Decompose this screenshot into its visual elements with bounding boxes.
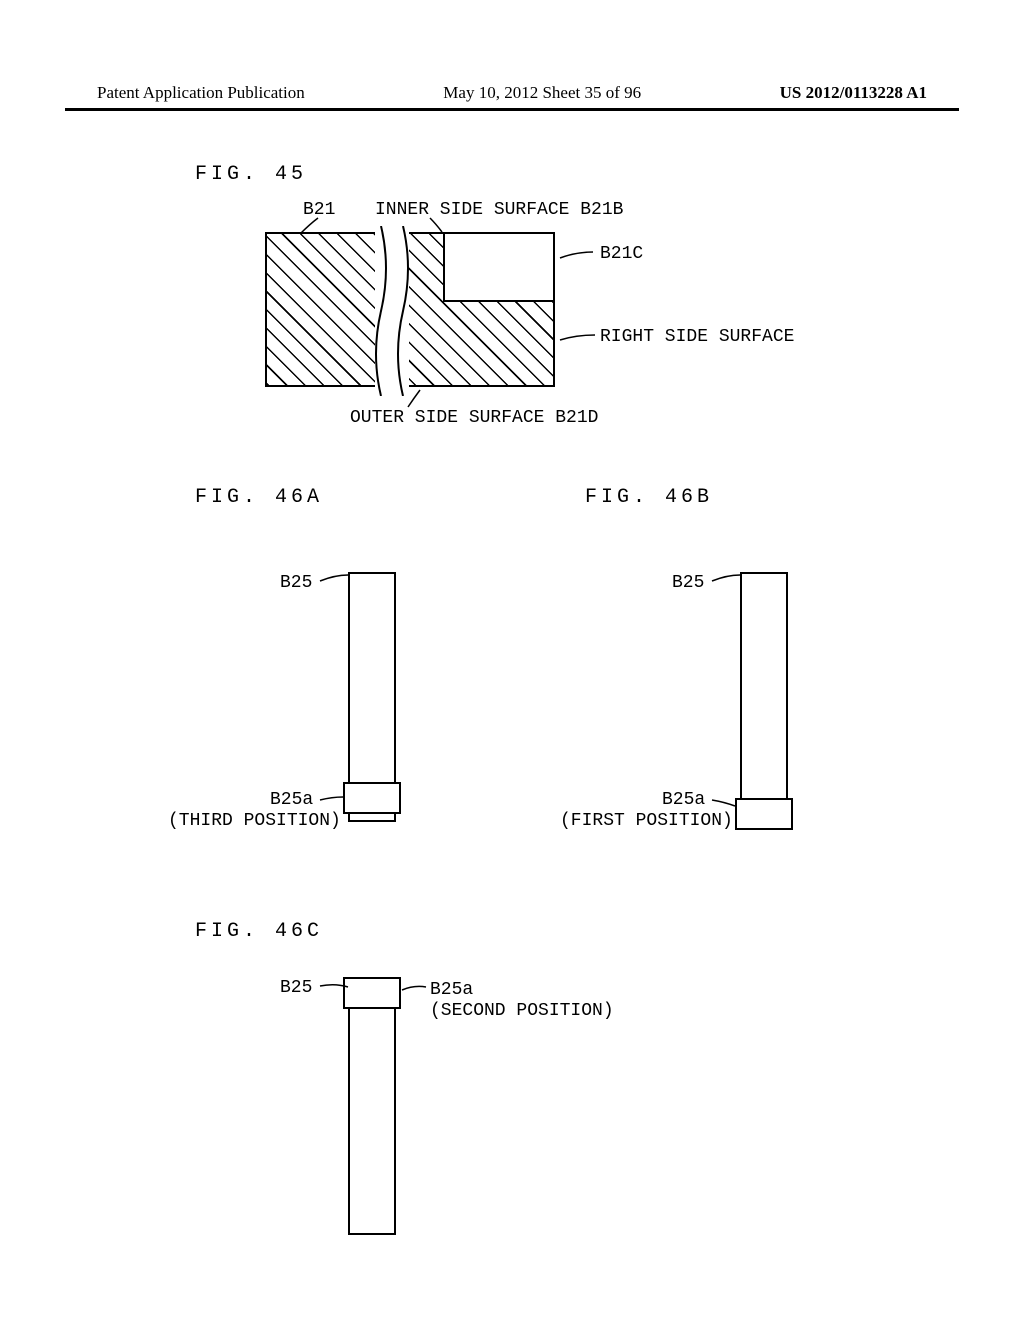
- fig46a-b25a: B25a: [270, 790, 313, 812]
- fig46c-position: (SECOND POSITION): [430, 1001, 614, 1023]
- header-right: US 2012/0113228 A1: [780, 83, 927, 103]
- fig46a-leaders: [0, 0, 1024, 900]
- fig46b-b25a: B25a: [662, 790, 705, 812]
- fig46c-slide: [348, 985, 396, 1235]
- fig46b-position: (FIRST POSITION): [560, 811, 733, 833]
- figure-45-label: FIG. 45: [195, 163, 307, 186]
- figure-46b-label: FIG. 46B: [585, 486, 713, 509]
- fig46b-leaders: [0, 0, 1024, 900]
- fig45-inner-label: INNER SIDE SURFACE B21B: [375, 200, 623, 222]
- fig45-break-gap: [375, 226, 409, 396]
- header-rule: [65, 108, 959, 111]
- fig45-b21-label: B21: [303, 200, 335, 222]
- fig45-right-side-label: RIGHT SIDE SURFACE: [600, 327, 794, 349]
- fig46a-position: (THIRD POSITION): [168, 811, 341, 833]
- fig45-break-curves: [375, 226, 409, 396]
- fig46c-leaders: [0, 0, 1024, 1300]
- fig45-notch: [443, 232, 555, 302]
- fig46c-b25a: B25a: [430, 980, 473, 1002]
- fig45-outer-label: OUTER SIDE SURFACE B21D: [350, 408, 598, 430]
- fig46c-slot: [343, 977, 401, 1009]
- figure-46a-label: FIG. 46A: [195, 486, 323, 509]
- figure-45-diagram: [265, 232, 555, 387]
- header-mid: May 10, 2012 Sheet 35 of 96: [443, 83, 641, 103]
- page-header: Patent Application Publication May 10, 2…: [0, 83, 1024, 103]
- fig45-b21c-label: B21C: [600, 244, 643, 266]
- fig46a-slot: [343, 782, 401, 814]
- fig46b-b25: B25: [672, 573, 704, 595]
- fig46b-slot: [735, 798, 793, 830]
- fig46a-b25: B25: [280, 573, 312, 595]
- fig46b-slide: [740, 572, 788, 822]
- fig46c-b25: B25: [280, 978, 312, 1000]
- header-left: Patent Application Publication: [97, 83, 305, 103]
- fig45-outline: [265, 232, 555, 387]
- figure-46c-label: FIG. 46C: [195, 920, 323, 943]
